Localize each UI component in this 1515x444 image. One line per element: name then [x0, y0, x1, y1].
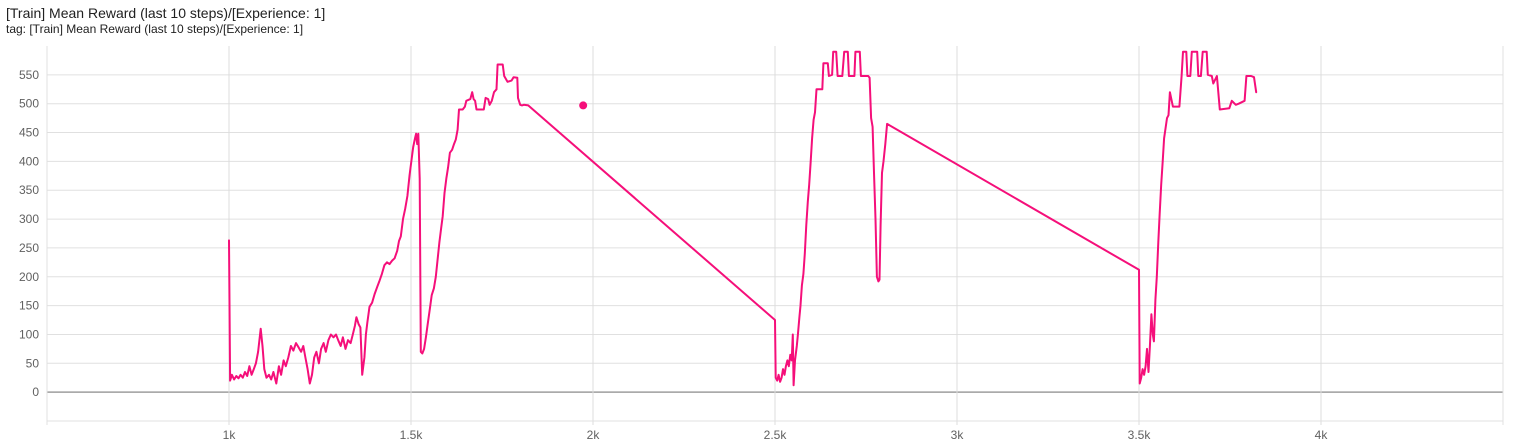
series-line	[228, 50, 1258, 387]
x-tick-label: 4k	[1315, 428, 1329, 442]
chart-title: [Train] Mean Reward (last 10 steps)/[Exp…	[6, 5, 326, 21]
x-tick-label: 2k	[587, 428, 601, 442]
y-tick-label: 550	[19, 68, 39, 82]
x-tick-label: 2.5k	[764, 428, 788, 442]
y-tick-label: 350	[19, 183, 39, 197]
x-tick-label: 3.5k	[1128, 428, 1152, 442]
y-tick-label: 450	[19, 126, 39, 140]
x-tick-label: 1.5k	[400, 428, 424, 442]
y-tick-label: 50	[26, 356, 40, 370]
y-tick-label: 0	[32, 385, 39, 399]
x-tick-label: 1k	[223, 428, 237, 442]
y-tick-label: 500	[19, 97, 39, 111]
x-tick-label: 3k	[951, 428, 965, 442]
card-header: [Train] Mean Reward (last 10 steps)/[Exp…	[6, 5, 325, 36]
y-tick-label: 200	[19, 270, 39, 284]
y-tick-label: 400	[19, 154, 39, 168]
y-tick-label: 250	[19, 241, 39, 255]
y-tick-label: 150	[19, 299, 39, 313]
y-tick-label: 300	[19, 212, 39, 226]
highlight-point	[579, 101, 588, 110]
chart-tag-subtitle: tag: [Train] Mean Reward (last 10 steps)…	[6, 22, 304, 36]
y-tick-label: 100	[19, 327, 39, 341]
